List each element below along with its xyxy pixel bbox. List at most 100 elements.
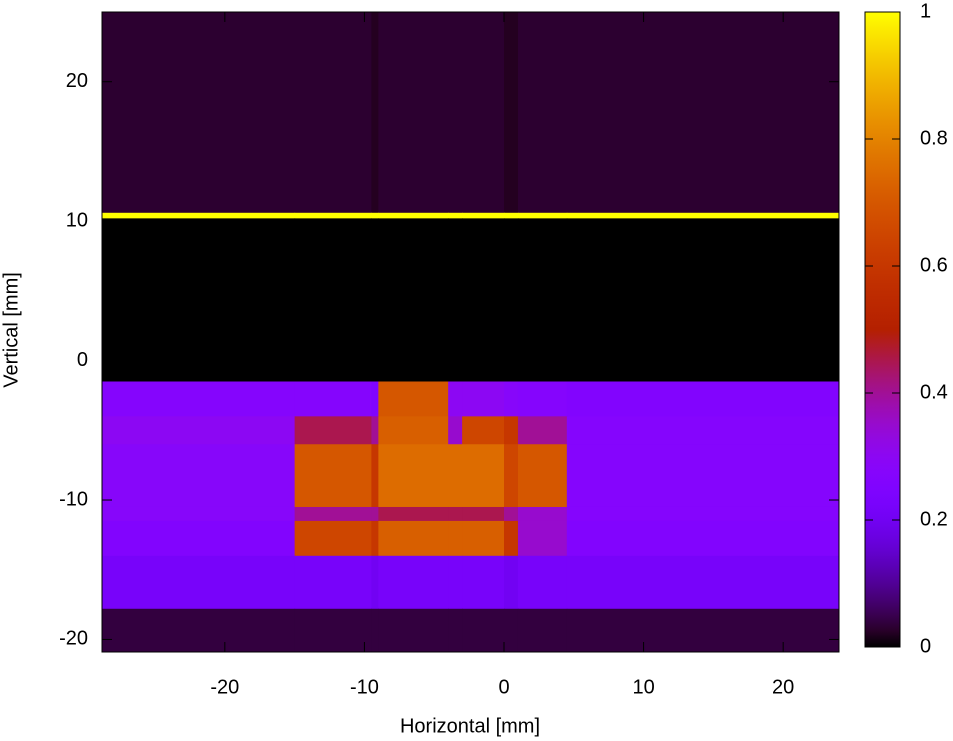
heatmap-cell	[504, 555, 519, 610]
heatmap-cell	[448, 381, 463, 417]
heatmap-cell	[517, 416, 568, 445]
heatmap-cell	[462, 608, 505, 653]
heatmap-cell	[378, 218, 449, 382]
heatmap-cell	[462, 444, 505, 508]
heatmap-cell	[294, 444, 372, 508]
heatmap-cell	[517, 506, 568, 522]
heatmap-cell	[504, 608, 519, 653]
heatmap-cell	[566, 520, 840, 557]
heatmap	[102, 12, 840, 653]
heatmap-cell	[504, 416, 519, 445]
heatmap-cell	[102, 506, 296, 522]
colorbar-tick-label: 0.4	[920, 381, 948, 403]
heatmap-cell	[102, 218, 296, 382]
y-tick-label: 20	[66, 70, 88, 92]
x-tick-label: -20	[210, 676, 239, 698]
heatmap-cell	[462, 381, 505, 417]
heatmap-cell	[462, 555, 505, 610]
heatmap-cell	[294, 212, 372, 219]
heatmap-cell	[462, 506, 505, 522]
heatmap-cell	[102, 555, 296, 610]
heatmap-cell	[371, 416, 379, 445]
heatmap-cell	[504, 212, 519, 219]
heatmap-cell	[566, 381, 840, 417]
heatmap-cell	[566, 608, 840, 653]
heatmap-cell	[448, 506, 463, 522]
heatmap-cell	[371, 218, 379, 382]
heatmap-cell	[504, 381, 519, 417]
heatmap-cell	[371, 608, 379, 653]
heatmap-cell	[294, 416, 372, 445]
heatmap-cell	[294, 218, 372, 382]
heatmap-cell	[294, 12, 372, 214]
x-tick-label: -10	[350, 676, 379, 698]
y-tick-label: -10	[59, 488, 88, 510]
heatmap-cell	[102, 416, 296, 445]
heatmap-cell	[448, 212, 463, 219]
colorbar	[864, 11, 901, 648]
heatmap-cell	[448, 416, 463, 445]
x-tick-label: 20	[772, 676, 794, 698]
heatmap-cell	[462, 520, 505, 557]
heatmap-cell	[378, 416, 449, 445]
colorbar-tick-label: 1	[920, 0, 931, 22]
heatmap-cell	[504, 12, 519, 214]
colorbar-tick-label: 0.8	[920, 127, 948, 149]
heatmap-cell	[378, 12, 449, 214]
heatmap-cell	[448, 555, 463, 610]
heatmap-cell	[378, 381, 449, 417]
heatmap-cell	[378, 555, 449, 610]
heatmap-cell	[517, 555, 568, 610]
heatmap-cell	[566, 416, 840, 445]
x-tick-label: 0	[498, 676, 509, 698]
heatmap-cell	[102, 520, 296, 557]
heatmap-cell	[504, 444, 519, 508]
heatmap-cell	[462, 12, 505, 214]
heatmap-cell	[448, 608, 463, 653]
heatmap-cell	[294, 506, 372, 522]
plot-frame	[101, 11, 840, 653]
heatmap-cell	[448, 444, 463, 508]
heatmap-cell	[517, 212, 568, 219]
heatmap-cell	[371, 506, 379, 522]
heatmap-cell	[378, 444, 449, 508]
x-axis-label: Horizontal [mm]	[400, 715, 540, 737]
heatmap-cell	[566, 218, 840, 382]
y-tick-label: -20	[59, 628, 88, 650]
heatmap-cell	[102, 381, 296, 417]
heatmap-cell	[102, 12, 296, 214]
heatmap-cell	[448, 218, 463, 382]
colorbar-tick-label: 0.2	[920, 508, 948, 530]
x-tick-label: 10	[632, 676, 654, 698]
heatmap-cell	[371, 381, 379, 417]
heatmap-cell	[517, 444, 568, 508]
heatmap-cell	[294, 381, 372, 417]
heatmap-cell	[294, 555, 372, 610]
heatmap-cell	[378, 212, 449, 219]
heatmap-cell	[517, 520, 568, 557]
heatmap-cell	[371, 555, 379, 610]
heatmap-cell	[566, 212, 840, 219]
heatmap-cell	[294, 520, 372, 557]
heatmap-cell	[102, 444, 296, 508]
heatmap-cell	[102, 212, 296, 219]
heatmap-cell	[462, 218, 505, 382]
heatmap-cell	[378, 506, 449, 522]
heatmap-cell	[517, 218, 568, 382]
heatmap-cell	[517, 608, 568, 653]
heatmap-cell	[504, 218, 519, 382]
heatmap-cell	[517, 12, 568, 214]
heatmap-cell	[448, 520, 463, 557]
heatmap-cell	[371, 444, 379, 508]
heatmap-cell	[371, 12, 379, 214]
heatmap-cell	[504, 520, 519, 557]
heatmap-cell	[566, 12, 840, 214]
colorbar-tick-label: 0	[920, 635, 931, 657]
heatmap-cell	[462, 416, 505, 445]
heatmap-cell	[378, 520, 449, 557]
heatmap-cell	[566, 444, 840, 508]
heatmap-cell	[371, 212, 379, 219]
y-tick-label: 10	[66, 209, 88, 231]
heatmap-cell	[462, 212, 505, 219]
